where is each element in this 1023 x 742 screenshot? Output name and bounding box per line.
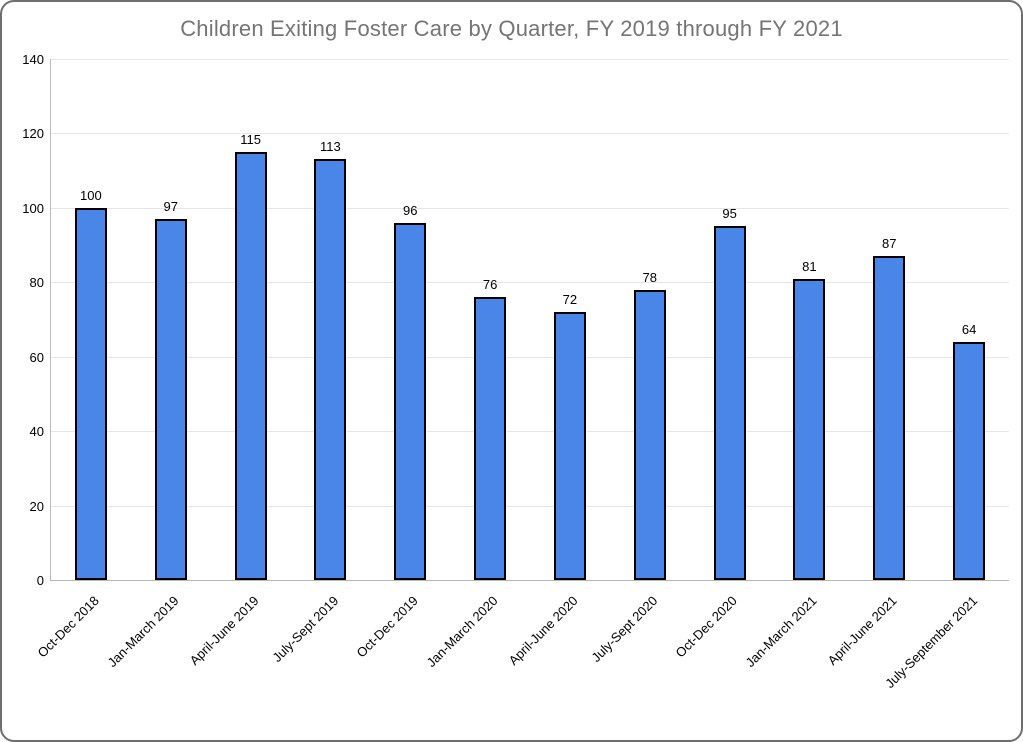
gridline-y80 [51, 282, 1009, 284]
x-tick-label-jan-march-2021: Jan-March 2021 [742, 593, 821, 671]
bar-value-label: 81 [802, 258, 817, 274]
bar-value-label: 96 [403, 202, 418, 218]
gridline-y140 [51, 59, 1009, 60]
bar-value-label: 97 [163, 199, 178, 215]
gridline-y120 [51, 133, 1009, 135]
bar-july-sept-2020[interactable] [633, 289, 666, 580]
x-tick-label-april-june-2019: April-June 2019 [186, 593, 262, 668]
plot-area: 100 97 115 113 96 76 72 78 95 81 87 64 [50, 59, 1009, 581]
gridline-y40 [51, 431, 1009, 433]
x-tick-label-july-sept-2020: July-Sept 2020 [588, 593, 661, 665]
x-tick-label-april-june-2020: April-June 2020 [505, 593, 581, 668]
gridline-y100 [51, 207, 1009, 209]
bar-oct-dec-2019[interactable] [394, 222, 427, 580]
x-tick-label-july-september-2021: July-September 2021 [881, 593, 980, 691]
y-tick-label-100: 100 [22, 200, 44, 216]
x-tick-label-jan-march-2020: Jan-March 2020 [423, 593, 501, 671]
bar-jan-march-2019[interactable] [154, 219, 187, 580]
x-tick-label-jan-march-2019: Jan-March 2019 [104, 593, 182, 671]
bar-jan-march-2020[interactable] [474, 297, 507, 580]
bar-july-september-2021[interactable] [953, 341, 986, 580]
bar-oct-dec-2018[interactable] [74, 207, 107, 580]
y-tick-label-40: 40 [29, 424, 44, 440]
gridline-y20 [51, 505, 1009, 507]
bar-value-label: 113 [320, 139, 341, 155]
y-tick-label-0: 0 [36, 573, 44, 588]
y-tick-label-120: 120 [22, 126, 44, 142]
y-tick-label-60: 60 [29, 349, 44, 365]
gridline-y60 [51, 356, 1009, 358]
x-tick-label-oct-dec-2018: Oct-Dec 2018 [34, 593, 102, 661]
bar-jan-march-2021[interactable] [793, 278, 826, 580]
x-tick-label-oct-dec-2020: Oct-Dec 2020 [672, 593, 741, 661]
bar-value-label: 76 [482, 277, 498, 293]
x-tick-label-july-sept-2019: July-Sept 2019 [269, 593, 342, 665]
y-tick-label-20: 20 [29, 498, 44, 514]
y-tick-label-80: 80 [29, 275, 44, 291]
bar-april-june-2019[interactable] [234, 152, 267, 580]
bar-value-label: 100 [80, 187, 102, 203]
bar-april-june-2020[interactable] [553, 312, 586, 580]
bar-oct-dec-2020[interactable] [713, 226, 746, 580]
y-tick-label-140: 140 [22, 52, 44, 67]
bar-july-sept-2019[interactable] [314, 159, 347, 580]
bar-value-label: 115 [240, 132, 261, 148]
x-tick-label-april-june-2021: April-June 2021 [824, 593, 900, 668]
bar-value-label: 64 [961, 321, 977, 337]
bar-april-june-2021[interactable] [873, 256, 906, 580]
bar-value-label: 87 [882, 236, 897, 252]
bar-value-label: 95 [722, 206, 737, 222]
x-tick-label-oct-dec-2019: Oct-Dec 2019 [353, 593, 421, 661]
bar-value-label: 78 [642, 269, 657, 285]
bar-value-label: 72 [562, 292, 578, 308]
chart-title: Children Exiting Foster Care by Quarter,… [180, 16, 843, 41]
